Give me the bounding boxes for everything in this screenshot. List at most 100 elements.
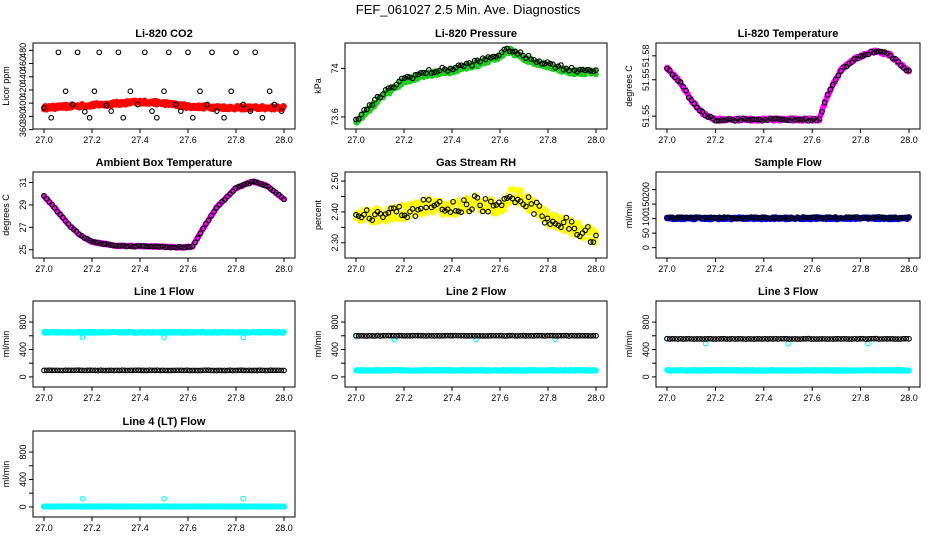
data-point — [162, 367, 169, 374]
data-point — [76, 367, 82, 374]
plot-frame — [32, 300, 296, 388]
data-point — [455, 62, 462, 69]
data-point — [412, 332, 419, 339]
data-point — [585, 66, 591, 73]
data-point — [813, 336, 820, 342]
x-tick-label: 27.8 — [227, 135, 245, 145]
data-point — [423, 204, 429, 211]
x-tick-label: 27.0 — [658, 393, 676, 403]
data-point — [97, 367, 104, 374]
plot-area — [41, 495, 287, 510]
data-point — [81, 367, 88, 374]
data-point — [355, 333, 362, 339]
data-point — [878, 336, 885, 342]
data-point — [794, 116, 801, 123]
data-point — [816, 336, 823, 342]
data-point — [194, 367, 201, 374]
data-point — [536, 332, 543, 339]
y-tick-label: 800 — [18, 445, 28, 460]
data-point — [740, 115, 746, 122]
chart-title: Ambient Box Temperature — [96, 157, 233, 169]
data-point — [745, 214, 752, 221]
data-point — [393, 332, 400, 339]
data-point — [881, 214, 888, 221]
data-point — [797, 116, 804, 123]
data-point — [873, 214, 880, 221]
data-point — [124, 367, 131, 374]
data-point — [135, 242, 142, 249]
data-point — [390, 205, 397, 212]
data-point — [525, 52, 532, 59]
data-point — [563, 214, 570, 221]
data-point — [281, 196, 287, 203]
data-point — [434, 68, 440, 75]
data-point — [764, 336, 771, 342]
data-point — [664, 65, 670, 72]
data-point — [859, 53, 866, 59]
data-point — [385, 209, 392, 216]
y-tick-label: 51.55 — [641, 68, 651, 91]
data-point — [202, 220, 209, 227]
data-point — [563, 332, 570, 339]
data-point — [96, 49, 103, 56]
data-point — [509, 48, 516, 55]
data-point — [732, 336, 738, 342]
data-point — [388, 332, 394, 339]
data-point — [887, 214, 893, 221]
x-tick-label: 27.6 — [491, 135, 509, 145]
data-point — [431, 69, 438, 76]
plot-frame — [655, 300, 921, 388]
data-point — [482, 196, 489, 202]
y-tick-label: 0 — [18, 504, 28, 509]
series-low — [41, 367, 287, 374]
data-point — [865, 340, 871, 347]
data-point — [772, 335, 779, 342]
data-point — [458, 62, 465, 69]
data-point — [197, 230, 204, 237]
data-point — [579, 332, 586, 339]
data-point — [108, 108, 115, 114]
data-point — [506, 48, 513, 55]
data-point — [694, 214, 700, 221]
data-point — [767, 215, 774, 222]
data-point — [887, 335, 893, 342]
y-tick-label: 440 — [18, 69, 28, 84]
series-open — [41, 178, 287, 251]
data-point — [504, 195, 510, 202]
data-point — [707, 335, 714, 342]
data-point — [794, 336, 801, 342]
data-point — [186, 244, 193, 250]
data-point — [547, 332, 554, 339]
data-point — [895, 336, 901, 342]
y-tick-label: 50 — [641, 228, 651, 238]
data-point — [428, 332, 435, 339]
x-tick-label: 27.2 — [83, 393, 101, 403]
data-point — [751, 214, 757, 221]
data-point — [876, 336, 882, 342]
data-point — [541, 219, 548, 226]
data-point — [677, 214, 684, 221]
data-point — [78, 367, 85, 374]
data-point — [889, 335, 896, 342]
data-point — [897, 336, 904, 342]
data-point — [770, 214, 776, 221]
data-point — [715, 335, 722, 342]
y-axis-label: degrees C — [1, 194, 11, 236]
data-point — [582, 67, 589, 74]
data-point — [444, 332, 451, 339]
data-point — [743, 336, 749, 342]
data-point — [115, 49, 122, 56]
y-tick-label: 420 — [18, 82, 28, 97]
data-point — [571, 225, 578, 232]
data-point — [70, 367, 77, 374]
data-point — [55, 49, 62, 56]
data-point — [420, 196, 427, 203]
data-point — [60, 214, 66, 221]
data-point — [525, 332, 532, 339]
data-point — [143, 243, 150, 250]
data-point — [181, 367, 188, 374]
